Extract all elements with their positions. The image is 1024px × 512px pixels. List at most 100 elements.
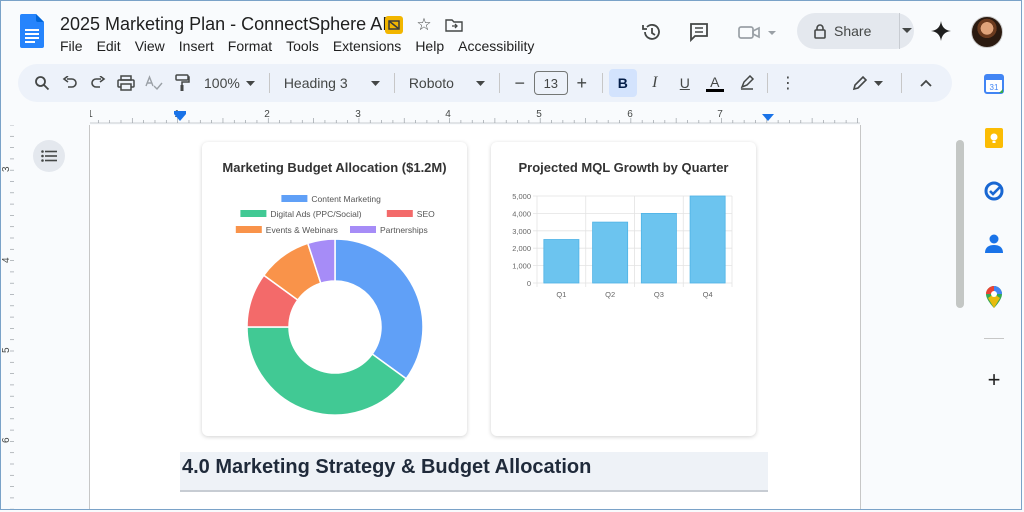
legend-swatch: [281, 195, 308, 202]
left-indent-marker[interactable]: [174, 114, 186, 121]
font-family-value: Roboto: [408, 75, 454, 91]
menu-edit[interactable]: Edit: [96, 38, 121, 54]
menu-accessibility[interactable]: Accessibility: [458, 38, 535, 54]
menu-view[interactable]: View: [134, 38, 165, 54]
horizontal-ruler[interactable]: 1 1 2 3 4 5 6 7: [90, 108, 860, 124]
keep-icon[interactable]: [982, 126, 1006, 150]
ruler-number: 5: [1, 347, 12, 353]
bar: [689, 195, 726, 284]
legend-swatch: [386, 210, 413, 217]
menu-extensions[interactable]: Extensions: [332, 38, 402, 54]
ruler-number: 7: [717, 109, 723, 120]
paragraph-style-value: Heading 3: [283, 75, 348, 91]
right-indent-marker[interactable]: [762, 114, 774, 121]
tasks-icon[interactable]: [982, 179, 1006, 203]
section-heading[interactable]: 4.0 Marketing Strategy & Budget Allocati…: [180, 452, 768, 492]
decrease-font-size-icon[interactable]: −: [514, 72, 526, 93]
toolbar-divider: [498, 73, 500, 93]
avatar[interactable]: [971, 16, 1003, 48]
share-button[interactable]: Share: [797, 13, 914, 49]
italic-button[interactable]: I: [652, 74, 658, 91]
increase-font-size-icon[interactable]: +: [576, 72, 588, 93]
underline-button[interactable]: U: [679, 75, 690, 91]
meet-video-icon[interactable]: [736, 20, 780, 44]
undo-icon[interactable]: [56, 69, 84, 97]
y-tick-label: 4,000: [512, 209, 531, 218]
text-color-label: A: [710, 73, 720, 90]
comments-icon[interactable]: [687, 20, 711, 44]
bar-chart: 5,000 4,000 3,000 2,000 1,000 0 Q1 Q2 Q3 Q4: [512, 192, 733, 299]
editing-mode-dropdown[interactable]: [844, 69, 891, 97]
document-outline-button[interactable]: [33, 140, 65, 172]
x-tick-label: Q1: [556, 290, 566, 299]
highlight-color-icon[interactable]: [733, 69, 761, 97]
pencil-icon: [852, 75, 868, 91]
text-color-button[interactable]: A: [701, 69, 729, 97]
menu-file[interactable]: File: [60, 38, 83, 54]
redo-icon[interactable]: [84, 69, 112, 97]
move-folder-icon[interactable]: [444, 15, 464, 35]
contacts-icon[interactable]: [982, 232, 1006, 256]
collapse-menus-icon[interactable]: [912, 69, 940, 97]
chevron-down-icon: [370, 80, 380, 86]
vertical-ruler[interactable]: 3 4 5 6: [0, 125, 16, 510]
x-tick-label: Q2: [605, 290, 615, 299]
x-tick-label: Q4: [703, 290, 713, 299]
drive-shortcut-icon[interactable]: [384, 15, 404, 35]
paint-format-icon[interactable]: [168, 69, 196, 97]
menu-bar: File Edit View Insert Format Tools Exten…: [60, 38, 548, 54]
ruler-number: 4: [1, 257, 12, 263]
spellcheck-icon[interactable]: [140, 69, 168, 97]
menu-tools[interactable]: Tools: [286, 38, 319, 54]
ruler-number: 5: [536, 109, 542, 120]
y-tick-label: 5,000: [512, 192, 531, 201]
menu-insert[interactable]: Insert: [178, 38, 214, 54]
bold-button[interactable]: B: [608, 69, 637, 97]
print-icon[interactable]: [112, 69, 140, 97]
zoom-dropdown[interactable]: 100%: [196, 69, 263, 97]
font-size-input[interactable]: 13: [533, 71, 568, 95]
ruler-number: 4: [445, 109, 451, 120]
font-family-dropdown[interactable]: Roboto: [401, 69, 493, 97]
heading-text: 4.0 Marketing Strategy & Budget Allocati…: [182, 456, 592, 478]
legend-swatch: [240, 210, 267, 217]
budget-chart-card[interactable]: Marketing Budget Allocation ($1.2M) Cont…: [202, 142, 467, 436]
calendar-icon[interactable]: 31: [982, 72, 1006, 96]
menu-help[interactable]: Help: [415, 38, 445, 54]
ruler-number: 6: [1, 437, 12, 443]
document-title[interactable]: 2025 Marketing Plan - ConnectSphere AI: [60, 14, 388, 34]
paragraph-style-dropdown[interactable]: Heading 3: [276, 69, 388, 97]
toolbar-divider: [601, 73, 603, 93]
share-dropdown-icon[interactable]: [900, 28, 914, 34]
chart-title: Projected MQL Growth by Quarter: [518, 160, 729, 175]
legend-label: Content Marketing: [311, 194, 381, 204]
more-options-icon[interactable]: ⋮: [779, 75, 796, 92]
docs-logo[interactable]: [20, 14, 44, 48]
star-icon[interactable]: ☆: [416, 15, 432, 34]
donut-slice: [246, 326, 408, 416]
ruler-number: 3: [355, 109, 361, 120]
bar: [640, 213, 677, 284]
legend-swatch: [350, 226, 376, 233]
text-color-swatch: [705, 88, 724, 92]
search-menus-icon[interactable]: [28, 69, 56, 97]
maps-icon[interactable]: [982, 285, 1006, 309]
x-tick-label: Q3: [654, 290, 664, 299]
y-tick-label: 0: [527, 279, 531, 288]
sidebar-divider: [984, 338, 1004, 339]
vertical-scrollbar[interactable]: [956, 140, 964, 308]
toolbar-divider: [901, 73, 902, 93]
bar: [543, 239, 580, 284]
legend-label: SEO: [417, 209, 435, 219]
zoom-value: 100%: [204, 75, 240, 91]
outline-list-icon: [41, 150, 57, 162]
gemini-sparkle-icon[interactable]: [929, 19, 953, 43]
ruler-number: 3: [1, 166, 12, 172]
version-history-icon[interactable]: [640, 20, 664, 44]
mql-chart-card[interactable]: Projected MQL Growth by Quarter 5,000 4,0…: [491, 142, 756, 436]
first-line-indent-marker[interactable]: [174, 111, 186, 114]
menu-format[interactable]: Format: [227, 38, 273, 54]
chevron-down-icon: [245, 80, 255, 86]
add-addon-icon[interactable]: +: [987, 367, 1001, 392]
share-label: Share: [834, 23, 872, 39]
